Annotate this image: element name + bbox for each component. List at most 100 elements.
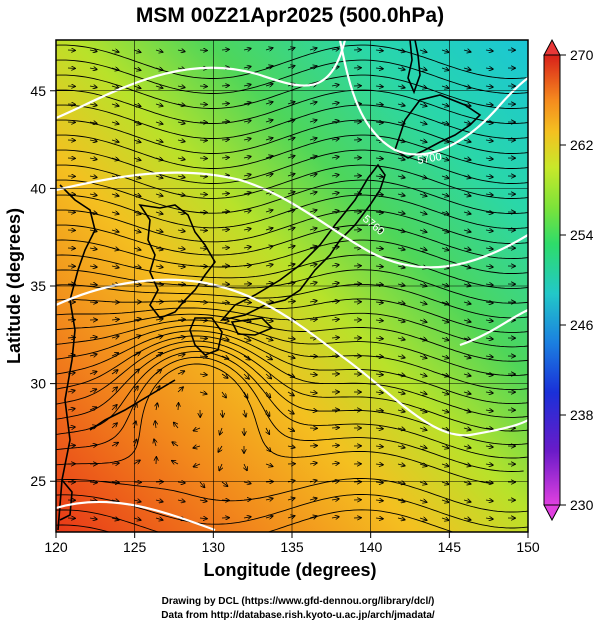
streamline-arrow [199,374,207,375]
streamline-arrow [397,266,405,268]
streamline-arrow [419,410,427,412]
streamline-arrow [221,373,228,378]
streamline-arrow [199,122,207,123]
colorbar-tick-label: 246 [570,317,594,333]
streamline-arrow [265,66,273,68]
streamline-arrow [177,176,185,177]
streamline-arrow [397,428,405,430]
streamline-arrow [309,319,317,320]
streamline-arrow [309,301,317,302]
streamline-arrow [419,464,427,466]
streamline-arrow [133,248,141,250]
streamline-arrow [441,68,449,70]
streamline-arrow [375,104,383,105]
streamline-arrow [89,50,97,51]
streamline-arrow [485,230,493,231]
streamline [56,239,528,274]
streamline [56,119,528,154]
streamline-arrow [287,246,295,248]
coastline-ryukyu [89,379,176,431]
streamline-arrow [133,68,141,70]
streamline-arrow [172,461,179,464]
streamline-arrow [111,443,118,446]
streamline-arrow [441,356,449,358]
streamline-arrow [463,410,471,412]
contour-north [56,40,347,120]
x-tick-label: 130 [202,539,226,555]
streamline-arrow [463,338,471,340]
streamline-arrow [89,284,97,285]
contour-label-5700: 5700 [416,151,442,167]
colorbar: 270 262 254 246 238 230 [543,38,594,522]
streamline-arrow [177,230,185,231]
y-axis-label: Latitude (degrees) [4,208,24,364]
streamline-arrow [199,176,207,177]
streamline-arrow [463,446,471,448]
streamline-arrow [331,49,339,50]
streamline-arrow [265,516,273,518]
streamline-arrow [419,374,427,376]
streamline-arrow [133,284,141,285]
streamline-arrow [265,210,273,212]
streamline-arrow [177,248,185,249]
streamline-arrow [397,68,405,70]
streamline-arrow [419,320,427,322]
streamline-arrow [331,463,339,464]
coastline-hokkaido [394,94,482,159]
streamline-arrow [287,102,295,104]
streamline-arrow [419,302,427,304]
streamline-arrow [419,140,427,142]
streamline-arrow [485,50,493,51]
streamline-arrow [265,391,270,397]
streamline-arrow [111,248,119,250]
streamline-arrow [287,264,295,266]
streamline-arrow [375,500,383,501]
streamline [56,335,528,418]
streamline-arrow [174,422,179,429]
streamline-arrow [111,387,117,393]
streamline-arrow [287,192,295,194]
streamline-arrow [265,264,273,266]
streamline-arrow [265,246,273,248]
streamline-arrow [375,266,383,267]
streamline-arrow [265,445,271,451]
streamline-arrow [243,517,251,518]
streamline-arrow [265,228,273,230]
coastline-shikoku [230,317,274,336]
streamline-arrow [221,211,229,212]
streamline-arrow [287,282,295,284]
streamline-arrow [309,102,317,104]
streamline-arrow [441,158,449,160]
streamline-arrow [419,482,427,484]
streamline-arrow [419,338,427,340]
streamline-arrow [397,284,405,286]
x-tick-label: 120 [44,539,68,555]
streamline-arrow [155,122,163,124]
x-tick-label: 135 [280,539,304,555]
streamline-arrow [156,403,157,411]
colorbar-tick-label: 238 [570,407,594,423]
streamline-arrow [177,158,185,159]
streamline-arrow [331,85,339,86]
streamline-arrow [221,85,229,86]
streamline-arrow [89,104,97,105]
streamline-arrow [463,482,471,484]
streamline-arrow [111,50,119,52]
streamline-arrow [309,392,317,393]
streamline-arrow [375,356,383,357]
streamline-arrow [243,499,251,500]
streamline-arrow [221,103,229,104]
streamline-arrow [287,498,295,500]
coastline-korea [138,203,216,319]
streamline-arrow [243,302,251,303]
streamline-arrow [89,407,96,410]
streamline [56,319,528,376]
streamline-arrow [177,337,185,338]
streamline-arrow [397,212,405,214]
streamline-arrow [111,518,119,520]
streamline-arrow [331,265,339,266]
streamline-arrow [375,68,383,69]
streamline-arrow [155,369,161,375]
streamline [56,325,528,391]
